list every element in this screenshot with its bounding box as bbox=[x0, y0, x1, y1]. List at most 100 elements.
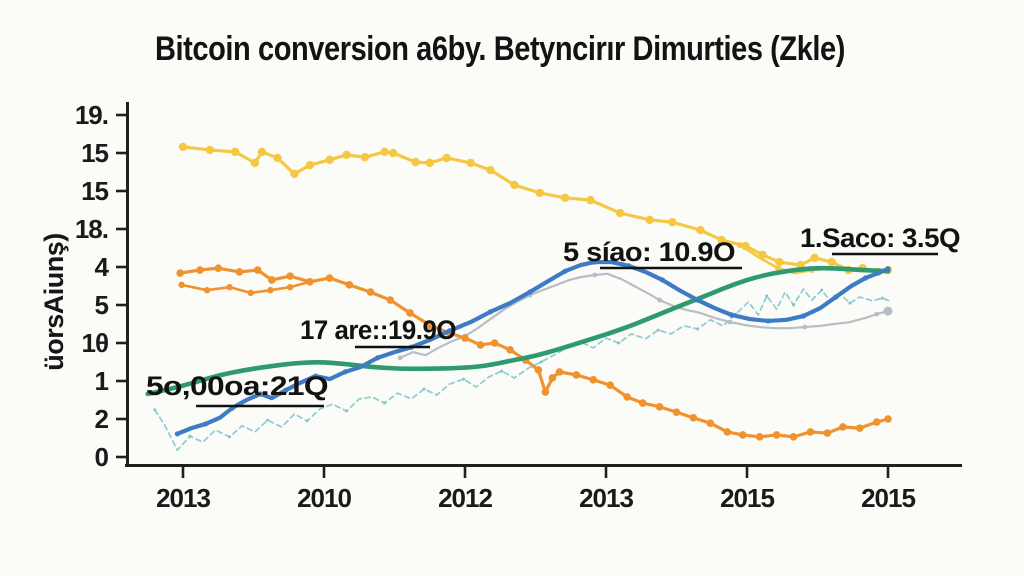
series-teal-noisy-marker bbox=[462, 377, 466, 381]
y-tick-label: 19. bbox=[75, 100, 108, 130]
annotation-label: 5o,00oa:21Q bbox=[146, 371, 328, 401]
series-gray-noisy-marker bbox=[727, 319, 733, 325]
series-orange-declining-marker bbox=[253, 266, 262, 274]
series-orange-declining-marker bbox=[806, 428, 815, 436]
series-orange-declining-marker bbox=[738, 431, 747, 439]
y-axis-title: üorsAiunş) bbox=[39, 233, 69, 371]
series-orange-declining-marker bbox=[325, 274, 334, 282]
series-blue-rising-marker bbox=[728, 312, 735, 318]
series-orange-declining-marker bbox=[884, 415, 892, 423]
x-tick-label: 2015 bbox=[720, 483, 774, 513]
series-yellow-declining-marker bbox=[205, 145, 214, 155]
series-yellow-declining-marker bbox=[586, 195, 595, 205]
series-teal-noisy bbox=[153, 288, 894, 452]
series-yellow-declining bbox=[181, 145, 890, 274]
series-orange-declining-marker bbox=[789, 433, 798, 441]
x-tick-label: 2013 bbox=[156, 483, 210, 513]
series-yellow-declining-marker bbox=[380, 147, 389, 157]
series-orange-declining-marker bbox=[534, 366, 543, 374]
series-gray-noisy-marker bbox=[802, 324, 808, 330]
series-blue-rising-marker bbox=[833, 294, 839, 300]
series-teal-noisy-marker bbox=[228, 435, 232, 439]
series-yellow-declining-marker bbox=[645, 215, 654, 225]
series-yellow-declining-marker bbox=[360, 152, 370, 162]
series-orange-declining-marker bbox=[506, 346, 514, 354]
series-orange-declining-marker bbox=[214, 264, 223, 272]
series-blue-rising-marker bbox=[342, 369, 348, 375]
chart-title: Bitcoin conversion a6by. Betyncirır Dimu… bbox=[155, 30, 845, 68]
series-blue-rising-marker bbox=[800, 313, 807, 319]
series-blue-rising-marker bbox=[592, 259, 598, 265]
series-teal-noisy-marker bbox=[765, 294, 769, 298]
series-orange-loop-strand-marker bbox=[226, 283, 233, 291]
series-teal-noisy-marker bbox=[696, 327, 700, 331]
series-yellow-declining-marker bbox=[810, 253, 819, 263]
series-orange-declining-marker bbox=[306, 278, 314, 286]
series-orange-loop-strand-marker bbox=[286, 283, 294, 291]
series-orange-loop-strand-marker bbox=[267, 286, 274, 294]
series-orange-declining-marker bbox=[623, 393, 631, 401]
series-orange-declining-marker bbox=[572, 371, 581, 379]
series-gray-noisy-end-marker bbox=[883, 306, 893, 316]
series-orange-declining-marker bbox=[655, 403, 664, 411]
y-tick-label: 0 bbox=[95, 442, 109, 472]
series-teal-noisy-marker bbox=[305, 419, 309, 423]
series-orange-declining-marker bbox=[872, 418, 881, 426]
series-orange-loop-strand-marker bbox=[203, 286, 211, 294]
series-yellow-declining-marker bbox=[388, 148, 398, 158]
series-blue-rising-marker bbox=[257, 391, 264, 397]
y-tick-label: 15 bbox=[81, 138, 108, 168]
series-yellow-declining-marker bbox=[741, 241, 750, 251]
series-yellow-declining-marker bbox=[466, 158, 475, 168]
series-teal-noisy-marker bbox=[188, 434, 192, 438]
series-orange-declining-marker bbox=[345, 281, 354, 289]
y-tick-label: 4 bbox=[95, 252, 110, 282]
series-teal-noisy-marker bbox=[539, 360, 543, 364]
series-orange-declining-marker bbox=[606, 381, 615, 389]
y-tick-label: 1θ bbox=[81, 328, 108, 358]
series-blue-rising-marker bbox=[283, 387, 289, 393]
series-orange-declining-marker bbox=[286, 272, 294, 280]
series-blue-rising-marker bbox=[446, 328, 453, 334]
series-blue-rising-marker bbox=[374, 355, 381, 361]
series-orange-declining-marker bbox=[839, 423, 847, 431]
series-teal-noisy-marker bbox=[383, 401, 387, 405]
series-blue-rising-marker bbox=[487, 309, 493, 315]
series-group bbox=[145, 142, 894, 452]
series-orange-loop-strand-marker bbox=[178, 281, 185, 289]
series-orange-declining-marker bbox=[706, 419, 715, 427]
series-orange-declining-marker bbox=[548, 374, 557, 382]
series-teal-noisy-marker bbox=[820, 288, 824, 292]
series-gray-noisy-marker bbox=[592, 272, 598, 278]
series-blue-rising-marker bbox=[562, 268, 568, 274]
x-tick-label: 2012 bbox=[438, 483, 492, 513]
series-orange-declining-marker bbox=[425, 321, 434, 329]
series-orange-declining-marker bbox=[235, 268, 244, 276]
series-yellow-declining-marker bbox=[615, 208, 625, 218]
series-yellow-declining-marker bbox=[342, 150, 351, 160]
series-teal-noisy-marker bbox=[153, 408, 157, 412]
series-yellow-declining-marker bbox=[305, 160, 315, 170]
series-gray-noisy bbox=[399, 272, 890, 359]
series-orange-declining-marker bbox=[555, 368, 564, 376]
series-yellow-declining-marker bbox=[425, 158, 434, 168]
series-yellow-declining-marker bbox=[560, 193, 570, 203]
series-orange-declining-marker bbox=[689, 414, 698, 422]
series-teal-noisy-marker bbox=[617, 341, 621, 345]
series-blue-rising-marker bbox=[885, 266, 891, 272]
series-blue-rising-marker bbox=[695, 297, 701, 303]
series-yellow-declining-marker bbox=[510, 180, 519, 190]
axes-group: 19. 15 15 18. 4 5 1θ 1 2 0 2013 2010 2012 2013 2015 201… bbox=[75, 100, 962, 513]
series-orange-declining-marker bbox=[823, 429, 832, 437]
series-gray-noisy-marker bbox=[397, 355, 403, 361]
series-yellow-declining-marker bbox=[486, 165, 495, 175]
series-green-smooth bbox=[145, 265, 891, 397]
annotations-group: 5o,00oa:21Q 17 are::19.9O 5 síao: 10.9O 1.S… bbox=[146, 223, 961, 408]
series-teal-noisy-marker bbox=[266, 418, 270, 422]
series-orange-declining-marker bbox=[856, 424, 864, 432]
series-blue-rising-marker bbox=[765, 318, 771, 324]
series-yellow-declining-marker bbox=[230, 147, 240, 157]
series-orange-declining-marker bbox=[366, 288, 375, 296]
